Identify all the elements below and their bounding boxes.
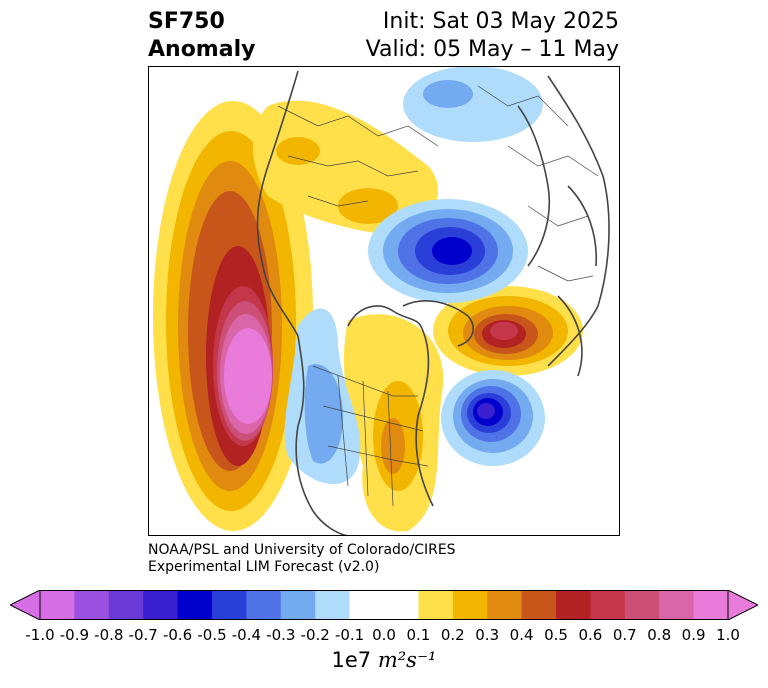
colorbar-cell — [246, 590, 282, 620]
colorbar-cell — [693, 590, 729, 620]
borders — [277, 85, 599, 507]
positive-anomaly-atlantic — [433, 286, 583, 376]
colorbar-ticks: -1.0 -0.9 -0.8 -0.7 -0.6 -0.5 -0.4 -0.3 -0.2 -0.1… — [0, 626, 768, 646]
colorbar-tick-label: -0.8 — [94, 626, 124, 644]
colorbar-tick-label: 1.0 — [716, 626, 740, 644]
colorbar-cell — [418, 590, 454, 620]
colorbar-cell — [177, 590, 213, 620]
coastlines — [256, 70, 610, 536]
colorbar-cell — [487, 590, 523, 620]
colorbar-cell — [556, 590, 591, 620]
colorbar-tick-label: 0.7 — [612, 626, 637, 644]
negative-anomaly-west-america — [284, 308, 361, 485]
colorbar-tick-label: 0.5 — [544, 626, 568, 644]
colorbar-cell — [590, 590, 626, 620]
colorbar-tick-label: -0.9 — [59, 626, 90, 644]
edge-notch — [148, 284, 151, 318]
forecast-dates: Init: Sat 03 May 2025 Valid: 05 May – 11… — [366, 8, 619, 64]
colorbar-tick-label: 0.6 — [578, 626, 603, 644]
colorbar-unit-math: m²s⁻¹ — [377, 648, 437, 672]
colorbar-tick-label: 0.2 — [440, 626, 465, 644]
colorbar-tick-label: 0.9 — [681, 626, 706, 644]
positive-anomaly-east-america — [343, 314, 444, 532]
colorbar-tick-label: -0.6 — [162, 626, 193, 644]
colorbar-cell — [280, 590, 316, 620]
title-variable: SF750 — [148, 9, 225, 34]
valid-range: Valid: 05 May – 11 May — [365, 37, 619, 62]
colorbar-cell — [659, 590, 695, 620]
credit: NOAA/PSL and University of Colorado/CIRE… — [148, 542, 456, 576]
colorbar-unit: 1e7 m²s⁻¹ — [0, 648, 768, 672]
colorbar-tick-label: 0.3 — [475, 626, 500, 644]
anomaly-map — [148, 66, 620, 536]
colorbar-cell — [315, 590, 351, 620]
negative-anomaly-atlantic — [441, 370, 545, 466]
colorbar-tick-label: -1.0 — [25, 626, 55, 644]
colorbar-tick-label: 0.0 — [372, 626, 396, 644]
colorbar-cell — [349, 590, 385, 620]
colorbar-tick-label: -0.3 — [266, 626, 296, 644]
colorbar-under-arrow — [10, 590, 41, 620]
colorbar-tick-label: -0.7 — [128, 626, 158, 644]
colorbar-tick-label: 0.1 — [406, 626, 431, 644]
colorbar-cell — [212, 590, 247, 620]
credit-line-1: NOAA/PSL and University of Colorado/CIRE… — [148, 542, 456, 558]
positive-anomaly-arctic — [253, 100, 438, 237]
colorbar-tick-label: -0.1 — [334, 626, 365, 644]
init-date: Init: Sat 03 May 2025 — [382, 9, 619, 34]
colorbar-tick-label: 0.4 — [509, 626, 534, 644]
negative-anomaly-greenland — [368, 199, 528, 303]
map-title: SF750 Anomaly — [148, 8, 255, 64]
colorbar-tick-label: -0.2 — [300, 626, 330, 644]
negative-anomaly-northeast — [403, 66, 543, 142]
colorbar-tick-label: -0.4 — [231, 626, 262, 644]
colorbar-cell — [108, 590, 144, 620]
credit-line-2: Experimental LIM Forecast (v2.0) — [148, 559, 380, 575]
colorbar-unit-prefix: 1e7 — [331, 648, 378, 672]
colorbar-cell — [521, 590, 557, 620]
positive-anomaly-pacific — [153, 101, 313, 531]
map-frame — [148, 66, 620, 536]
colorbar-frame — [39, 590, 729, 620]
colorbar-cell — [143, 590, 179, 620]
colorbar-cell — [624, 590, 660, 620]
colorbar-tick-label: 0.8 — [647, 626, 672, 644]
colorbar-tick-label: -0.5 — [197, 626, 227, 644]
colorbar-cell — [74, 590, 110, 620]
title-anomaly: Anomaly — [148, 37, 256, 62]
colorbar — [10, 590, 758, 620]
colorbar-cell — [384, 590, 419, 620]
colorbar-cell — [452, 590, 488, 620]
colorbar-over-arrow — [727, 590, 758, 620]
colorbar-cell — [40, 590, 75, 620]
